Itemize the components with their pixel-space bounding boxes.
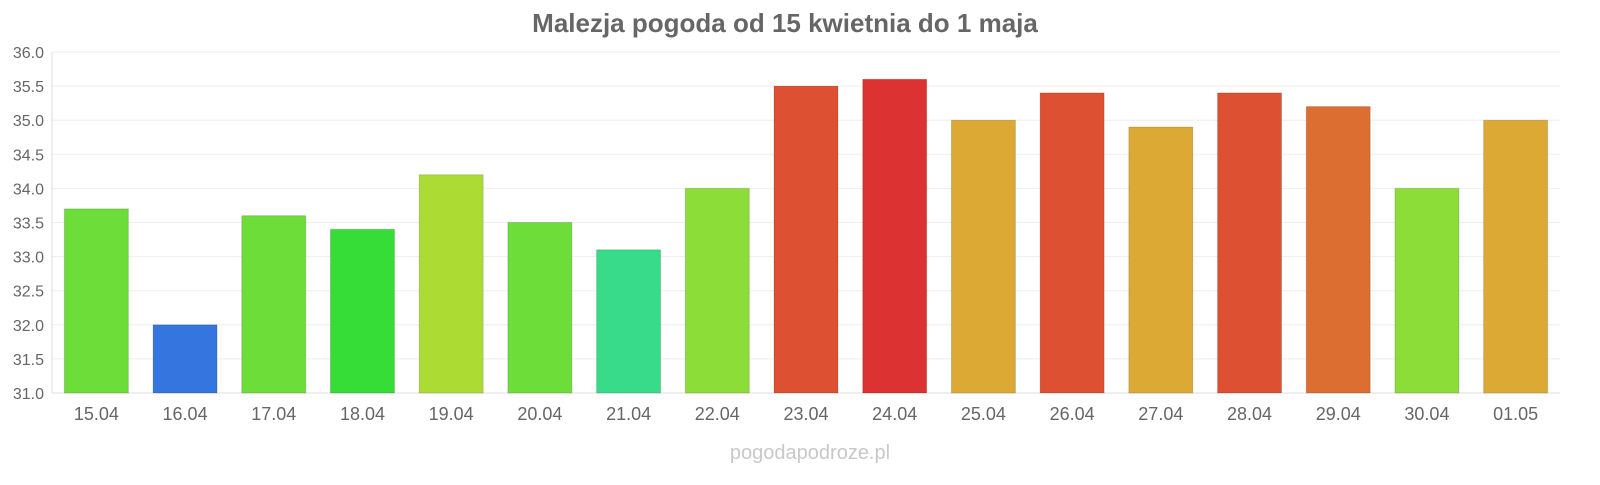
- bar-27.04: [1128, 126, 1194, 394]
- chart-title: Malezja pogoda od 15 kwietnia do 1 maja: [532, 8, 1038, 38]
- x-tick-label: 20.04: [517, 404, 562, 424]
- x-tick-label: 30.04: [1404, 404, 1449, 424]
- y-tick-label: 33.5: [13, 216, 44, 233]
- x-tick-label: 22.04: [695, 404, 740, 424]
- bar-01.05: [1483, 119, 1549, 394]
- y-tick-label: 33.0: [13, 250, 44, 267]
- x-tick-label: 18.04: [340, 404, 385, 424]
- x-tick-label: 26.04: [1050, 404, 1095, 424]
- y-tick-label: 35.5: [13, 79, 44, 96]
- bar-15.04: [63, 208, 129, 394]
- bar-29.04: [1305, 106, 1371, 394]
- x-tick-label: 01.05: [1493, 404, 1538, 424]
- y-tick-label: 34.0: [13, 181, 44, 198]
- bar-23.04: [773, 85, 839, 394]
- x-tick-label: 17.04: [251, 404, 296, 424]
- bar-21.04: [596, 249, 662, 394]
- bar-20.04: [507, 222, 573, 394]
- x-tick-label: 21.04: [606, 404, 651, 424]
- y-tick-label: 31.0: [13, 386, 44, 403]
- x-tick-label: 15.04: [74, 404, 119, 424]
- bar-28.04: [1217, 92, 1283, 394]
- bar-17.04: [241, 215, 307, 394]
- bar-19.04: [418, 174, 484, 394]
- y-tick-label: 32.0: [13, 318, 44, 335]
- bar-22.04: [684, 187, 750, 394]
- y-tick-label: 31.5: [13, 352, 44, 369]
- y-tick-label: 36.0: [13, 45, 44, 62]
- x-tick-label: 28.04: [1227, 404, 1272, 424]
- bar-25.04: [950, 119, 1016, 394]
- bar-24.04: [862, 78, 928, 394]
- y-tick-label: 35.0: [13, 113, 44, 130]
- x-tick-label: 29.04: [1316, 404, 1361, 424]
- x-tick-label: 19.04: [429, 404, 474, 424]
- bar-26.04: [1039, 92, 1105, 394]
- bar-18.04: [329, 228, 395, 394]
- y-tick-label: 34.5: [13, 147, 44, 164]
- x-tick-label: 16.04: [163, 404, 208, 424]
- x-tick-label: 23.04: [783, 404, 828, 424]
- bar-30.04: [1394, 187, 1460, 394]
- bar-16.04: [152, 324, 218, 394]
- watermark: pogodapodroze.pl: [730, 442, 890, 464]
- x-tick-label: 25.04: [961, 404, 1006, 424]
- x-tick-label: 24.04: [872, 404, 917, 424]
- y-tick-label: 32.5: [13, 284, 44, 301]
- x-tick-label: 27.04: [1138, 404, 1183, 424]
